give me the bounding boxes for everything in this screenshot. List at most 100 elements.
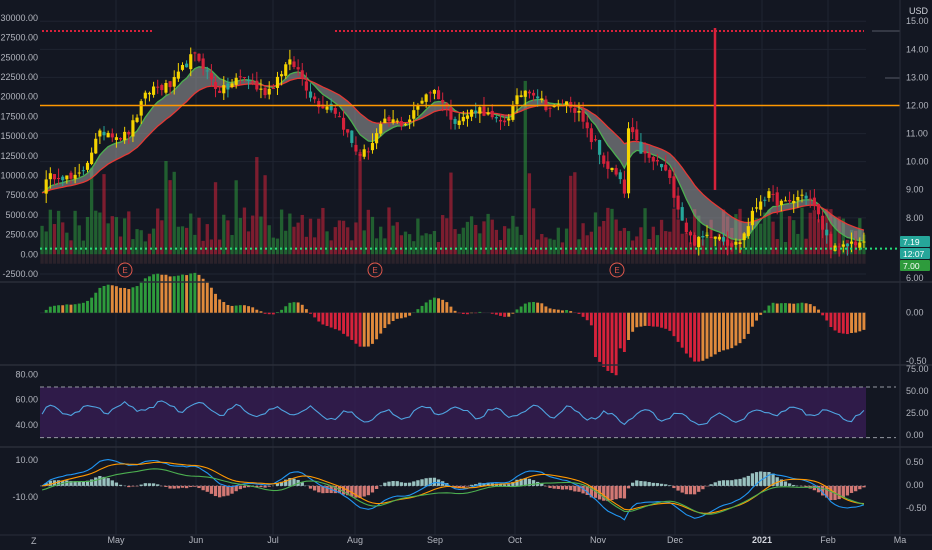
candle-body[interactable] [168,81,172,88]
candle-body[interactable] [465,115,470,119]
candle-body[interactable] [676,195,680,210]
candle-body[interactable] [110,133,114,138]
candle-body[interactable] [470,109,474,117]
candle-body[interactable] [746,226,750,237]
candle-body[interactable] [531,92,536,96]
candle-body[interactable] [858,242,862,248]
candle-body[interactable] [779,200,783,206]
candle-body[interactable] [213,81,218,89]
candle-body[interactable] [849,241,854,244]
candle-body[interactable] [387,116,391,122]
candle-body[interactable] [672,176,676,198]
candle-body[interactable] [523,90,527,97]
candle-body[interactable] [515,95,519,105]
candle-body[interactable] [428,92,432,94]
candle-body[interactable] [350,130,354,143]
candle-body[interactable] [156,86,160,88]
candle-body[interactable] [775,192,779,206]
candle-body[interactable] [242,77,247,79]
candle-body[interactable] [738,242,742,245]
candle-body[interactable] [709,237,713,239]
candle-body[interactable] [90,152,94,165]
candle-body[interactable] [457,120,461,126]
candle-body[interactable] [482,106,486,116]
candle-body[interactable] [304,81,308,91]
candle-body[interactable] [701,235,705,238]
candle-body[interactable] [416,105,420,110]
candle-body[interactable] [61,176,65,181]
candle-body[interactable] [420,100,424,104]
candle-body[interactable] [267,88,271,95]
candle-body[interactable] [854,242,858,246]
candle-body[interactable] [759,201,763,210]
candle-body[interactable] [536,96,540,99]
candle-body[interactable] [131,120,135,137]
candle-body[interactable] [800,194,804,196]
candle-body[interactable] [366,151,370,153]
candle-body[interactable] [201,58,205,69]
candle-body[interactable] [788,199,792,202]
candle-body[interactable] [176,71,180,79]
candle-body[interactable] [152,86,156,95]
candle-body[interactable] [647,153,651,158]
candle-body[interactable] [750,210,754,226]
candle-body[interactable] [680,207,684,221]
candle-body[interactable] [57,177,61,180]
candle-body[interactable] [259,88,263,90]
candle-body[interactable] [573,108,577,113]
candle-body[interactable] [589,128,593,143]
candle-body[interactable] [693,234,697,246]
candle-body[interactable] [383,118,387,124]
earnings-marker[interactable] [367,262,383,278]
candle-body[interactable] [379,124,383,134]
candle-body[interactable] [593,139,598,141]
candle-body[interactable] [44,179,48,194]
candle-body[interactable] [193,52,197,54]
candle-body[interactable] [742,233,746,241]
candle-body[interactable] [333,107,337,114]
candle-body[interactable] [436,90,441,100]
candle-body[interactable] [697,236,701,248]
candle-body[interactable] [395,120,399,122]
candle-body[interactable] [230,83,234,87]
candle-body[interactable] [106,132,110,138]
candle-body[interactable] [730,243,734,247]
candle-body[interactable] [585,122,589,129]
candle-body[interactable] [841,244,845,247]
candle-body[interactable] [263,87,267,96]
candle-body[interactable] [292,61,296,68]
candle-body[interactable] [664,164,668,171]
candle-body[interactable] [631,127,635,133]
candle-body[interactable] [705,234,709,236]
candle-body[interactable] [771,193,775,195]
candle-body[interactable] [449,107,453,120]
candle-body[interactable] [668,169,672,178]
candle-body[interactable] [209,72,213,80]
candle-body[interactable] [114,137,118,140]
candle-body[interactable] [354,144,358,152]
candle-body[interactable] [370,142,375,151]
candle-body[interactable] [540,98,544,101]
candle-body[interactable] [77,172,81,174]
candle-body[interactable] [123,131,127,141]
candle-body[interactable] [94,138,98,154]
candle-body[interactable] [81,170,85,172]
candle-body[interactable] [238,76,242,78]
candle-body[interactable] [845,243,849,247]
candle-body[interactable] [684,222,688,233]
candle-body[interactable] [102,131,106,136]
candle-body[interactable] [713,236,717,239]
candle-body[interactable] [52,174,57,180]
candle-body[interactable] [197,53,201,61]
candle-body[interactable] [147,92,152,95]
candle-body[interactable] [280,74,284,77]
candle-body[interactable] [329,103,333,111]
candle-body[interactable] [598,139,602,155]
candle-body[interactable] [767,191,771,198]
candle-body[interactable] [478,107,482,114]
candle-body[interactable] [635,129,639,141]
candle-body[interactable] [313,96,317,100]
candle-body[interactable] [816,204,821,215]
candle-body[interactable] [511,105,515,120]
candle-body[interactable] [734,241,738,245]
